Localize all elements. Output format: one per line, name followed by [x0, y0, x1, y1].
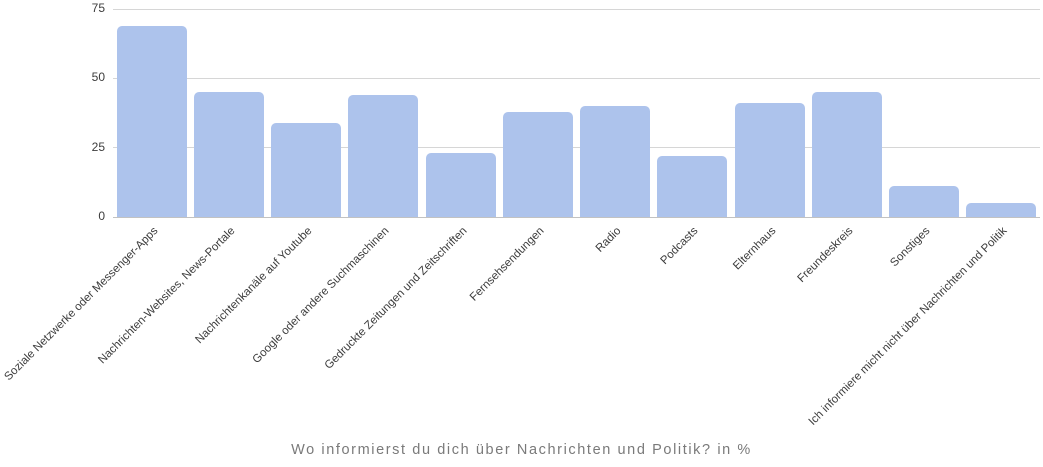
bar[interactable] [425, 153, 496, 217]
y-tick-label: 25 [91, 139, 105, 154]
bar[interactable] [966, 203, 1037, 217]
y-tick-label: 0 [98, 209, 105, 223]
bar[interactable] [889, 186, 960, 217]
y-tick-label: 75 [91, 1, 105, 15]
gridline-50 [113, 77, 1040, 79]
bar[interactable] [348, 94, 419, 217]
bar[interactable] [734, 103, 805, 217]
gridline-25 [113, 147, 1040, 149]
gridline-75 [113, 8, 1040, 10]
x-axis-line [113, 216, 1040, 218]
bar[interactable] [193, 92, 264, 217]
chart-title: Wo informierst du dich über Nachrichten … [291, 442, 752, 458]
bar[interactable] [502, 111, 573, 217]
bar[interactable] [657, 155, 728, 217]
x-category-label: Ich informiere micht nicht über Nachrich… [807, 225, 1010, 428]
bar[interactable] [811, 92, 882, 217]
y-tick-label: 50 [91, 70, 105, 85]
bar[interactable] [580, 106, 651, 217]
bar[interactable] [116, 25, 187, 217]
bar[interactable] [271, 122, 342, 217]
